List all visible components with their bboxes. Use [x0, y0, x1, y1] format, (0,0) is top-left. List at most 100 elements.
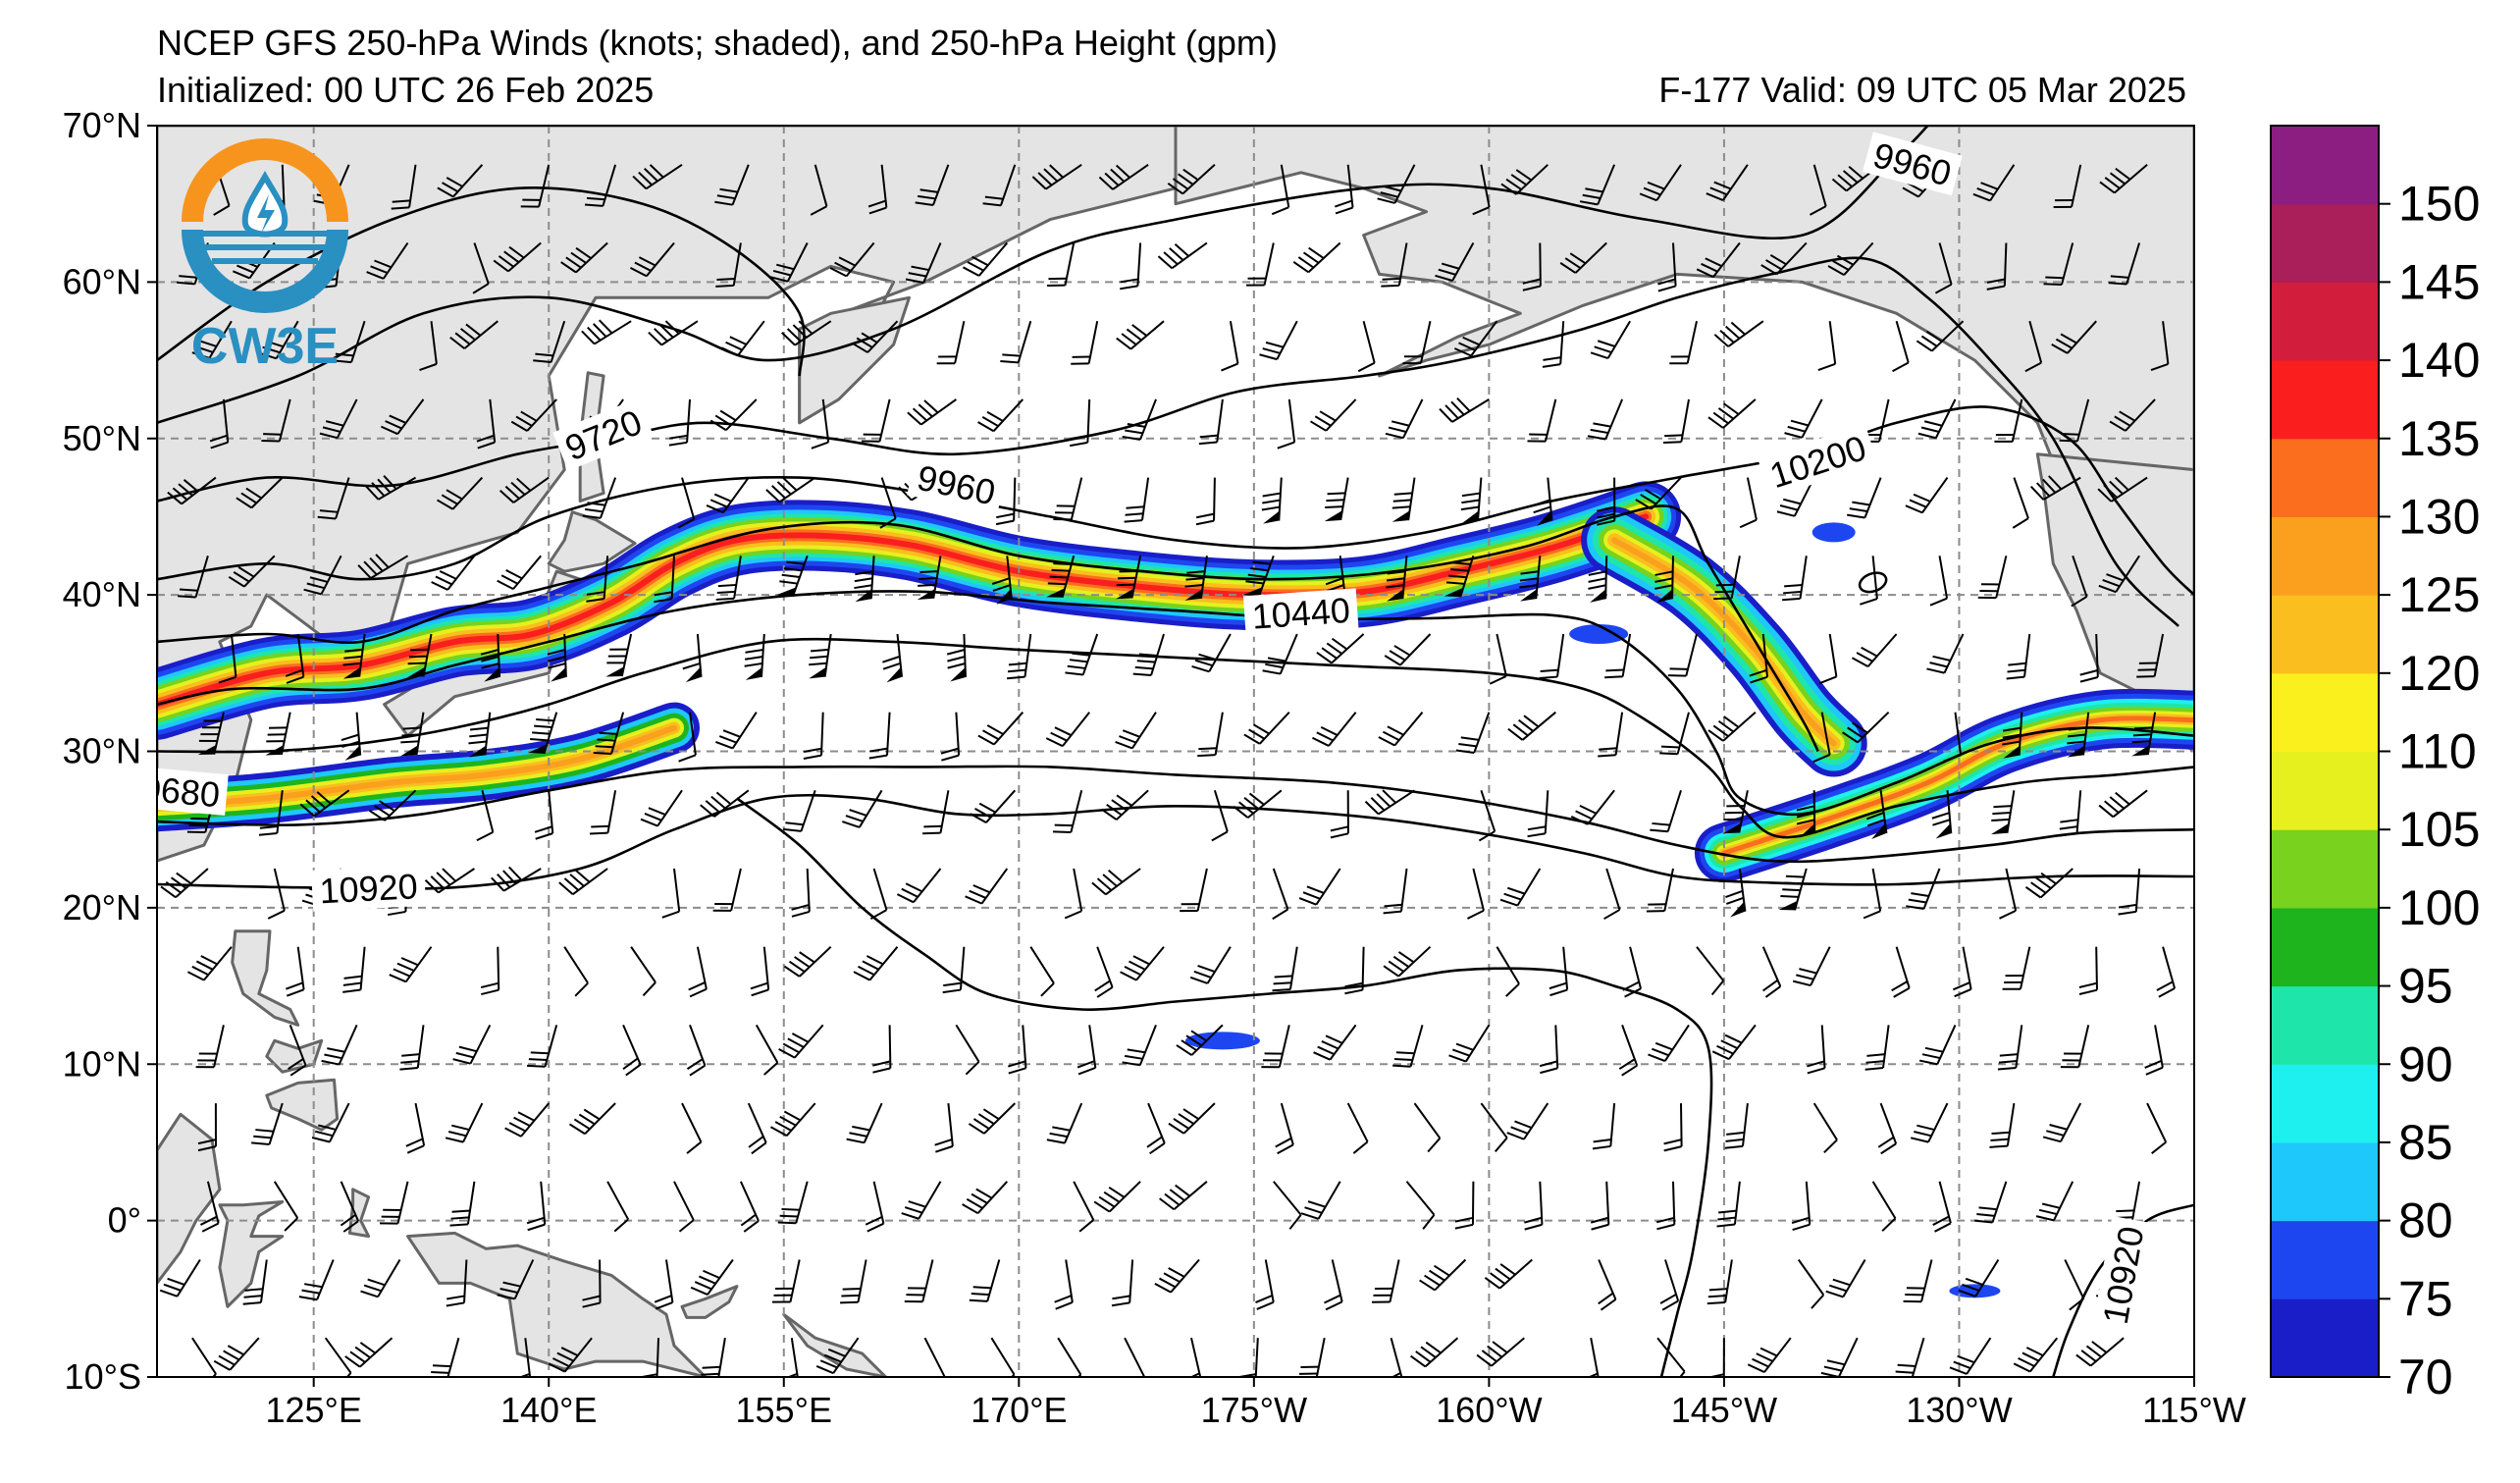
barb-feather [203, 719, 222, 722]
wind-barb [1646, 868, 1674, 913]
barb-feather [2132, 733, 2152, 737]
barb-feather [2102, 578, 2121, 588]
barb-feather [811, 441, 829, 450]
barb-feather [867, 199, 886, 208]
barb-feather [678, 754, 697, 763]
borneo-land [157, 1112, 222, 1285]
barb-feather [451, 1209, 471, 1213]
wind-barb [962, 241, 1009, 277]
barb-feather [338, 1372, 352, 1377]
wind-barb [258, 790, 284, 836]
barb-feather [1070, 441, 1088, 448]
barb-feather [1624, 987, 1642, 998]
barb-feather [1575, 810, 1593, 821]
wind-barb [977, 712, 1024, 746]
barb-feather [868, 754, 888, 760]
wind-barb [2118, 868, 2141, 916]
barb-feather [1723, 402, 1740, 415]
barb-feather [1925, 330, 1943, 343]
wind-barb [1419, 1258, 1467, 1292]
barb-feather [609, 648, 628, 651]
barb-feather [1478, 830, 1496, 842]
wind-barb [776, 555, 809, 598]
barb-feather [908, 272, 927, 278]
barb-staff [1650, 476, 1682, 510]
wind-barb [1932, 1181, 1952, 1233]
barb-feather [1837, 174, 1853, 187]
subtropical-jet-east-band-7 [1721, 715, 2194, 856]
barb-feather [1451, 1048, 1470, 1057]
wind-barb [810, 164, 828, 216]
barb-feather [436, 872, 451, 886]
barb-staff [1574, 241, 1607, 274]
barb-staff [1810, 946, 1831, 986]
barb-feather [2062, 1059, 2080, 1062]
barb-feather [2106, 573, 2125, 582]
barb-feather [1495, 1267, 1511, 1281]
wind-barb [2108, 242, 2141, 286]
barb-feather [197, 1139, 217, 1145]
barb-feather [1997, 1066, 2017, 1071]
wind-barb [1522, 242, 1542, 291]
barb-staff [1064, 242, 1076, 286]
wind-barb [896, 868, 942, 904]
barb-feather [1639, 192, 1657, 202]
barb-staff [2060, 242, 2074, 286]
barb-feather [865, 1215, 883, 1226]
barb-staff [1108, 1181, 1141, 1213]
barb-staff [1521, 711, 1556, 741]
barb-feather [1978, 1206, 1997, 1211]
barb-staff [1655, 164, 1682, 201]
barb-staff [414, 1102, 426, 1146]
barb-feather [1920, 335, 1938, 347]
wind-barb [288, 1025, 307, 1077]
barb-feather [1175, 1184, 1190, 1197]
barb-feather [1527, 832, 1546, 838]
wind-barb [1409, 1337, 1459, 1368]
barb-staff [716, 1338, 726, 1377]
barb-staff [2005, 868, 2018, 912]
barb-flag [1871, 823, 1887, 839]
barb-feather [1848, 166, 1864, 180]
barb-feather [969, 889, 987, 899]
barb-staff [1409, 1025, 1424, 1068]
wind-barb [497, 555, 542, 590]
barb-feather [1275, 1137, 1292, 1148]
barb-feather [898, 486, 913, 502]
barb-feather [165, 881, 182, 894]
barb-staff [1459, 556, 1475, 598]
barb-staff [2060, 1102, 2082, 1142]
barb-feather [1248, 728, 1266, 740]
barb-feather [1542, 363, 1561, 368]
barb-staff [1605, 1181, 1610, 1225]
wind-barb [1655, 1181, 1676, 1231]
barb-staff [2076, 398, 2090, 442]
wind-barb [2099, 164, 2148, 194]
wind-barb [1046, 1102, 1083, 1144]
barb-feather [1168, 1122, 1184, 1135]
barb-staff [1361, 946, 1365, 990]
new-britain-land [680, 1285, 739, 1319]
wind-barb [1101, 789, 1149, 821]
wind-barb [236, 476, 284, 509]
barb-staff [2162, 946, 2177, 989]
wind-barb [1549, 946, 1569, 997]
barb-feather [861, 332, 878, 344]
barb-feather [1031, 176, 1047, 190]
barb-staff [1190, 1024, 1224, 1056]
barb-feather [1124, 519, 1143, 523]
wind-barb [1316, 633, 1365, 664]
barb-feather [1929, 597, 1948, 607]
barb-feather [2116, 1209, 2134, 1213]
barb-feather [163, 1283, 182, 1292]
barb-feather [1392, 1064, 1411, 1068]
barb-feather [449, 1223, 468, 1227]
barb-feather [1211, 830, 1229, 842]
barb-feather [1384, 1372, 1401, 1377]
barb-feather [1999, 1053, 2019, 1057]
barb-feather [1724, 1144, 1744, 1149]
barb-feather [1169, 1189, 1185, 1202]
barb-feather [1267, 657, 1286, 662]
new-guinea-land [406, 1231, 708, 1377]
barb-feather [236, 264, 254, 274]
